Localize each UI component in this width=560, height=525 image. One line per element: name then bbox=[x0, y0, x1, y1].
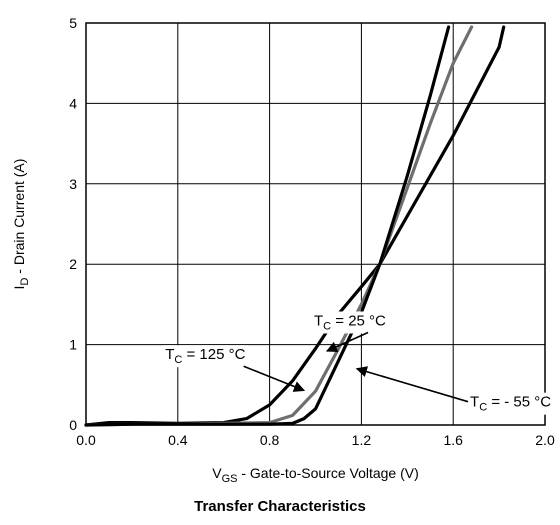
y-axis-label: ID - Drain Current (A) bbox=[11, 159, 31, 290]
x-tick-label: 2.0 bbox=[535, 432, 555, 448]
annotation-background bbox=[468, 392, 554, 415]
annotation-arrow-tc25 bbox=[325, 331, 369, 352]
chart-title: Transfer Characteristics bbox=[194, 498, 366, 515]
annotation-tc125: TC = 125 °C bbox=[165, 346, 245, 366]
x-tick-labels: 0.0 0.4 0.8 1.2 1.6 2.0 bbox=[76, 432, 555, 448]
y-tick-label: 4 bbox=[69, 95, 77, 111]
x-axis-label: VGS - Gate-to-Source Voltage (V) bbox=[212, 465, 419, 485]
y-tick-label: 5 bbox=[69, 15, 77, 31]
series-annotations: TC = 125 °C TC = 25 °C TC = - 55 °C bbox=[163, 311, 554, 415]
x-tick-label: 0.0 bbox=[76, 432, 96, 448]
y-tick-label: 3 bbox=[69, 176, 77, 192]
y-tick-label: 1 bbox=[69, 337, 77, 353]
annotation-arrow-tc125 bbox=[243, 365, 306, 392]
y-tick-label: 0 bbox=[69, 417, 77, 433]
x-tick-label: 0.4 bbox=[168, 432, 188, 448]
annotation-background bbox=[311, 311, 389, 334]
x-tick-label: 1.2 bbox=[352, 432, 372, 448]
x-tick-label: 1.6 bbox=[443, 432, 463, 448]
y-tick-labels: 0 1 2 3 4 5 bbox=[69, 15, 77, 433]
plot-frame bbox=[85, 22, 546, 426]
annotation-tcm55: TC = - 55 °C bbox=[470, 394, 551, 414]
series-line-tc125 bbox=[84, 25, 506, 427]
grid-lines bbox=[85, 22, 546, 426]
y-tick-label: 2 bbox=[69, 256, 77, 272]
x-tick-label: 0.8 bbox=[260, 432, 280, 448]
annotation-arrow-tcm55 bbox=[355, 366, 469, 403]
annotation-tc25: TC = 25 °C bbox=[314, 312, 386, 332]
series-line-tc25 bbox=[84, 25, 474, 427]
series-lines bbox=[84, 25, 506, 427]
annotation-background bbox=[163, 345, 248, 368]
series-line-tcm55 bbox=[84, 25, 451, 427]
